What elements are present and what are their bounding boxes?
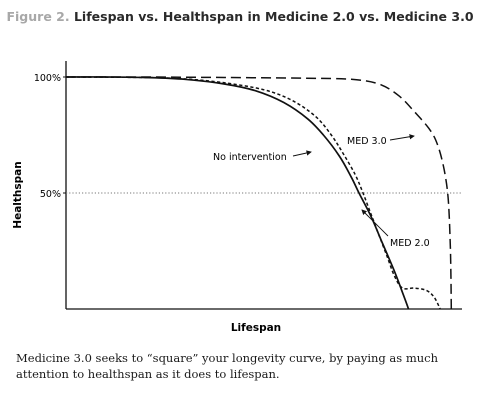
figure-caption: Medicine 3.0 seeks to “square” your long… <box>16 351 438 381</box>
x-axis-label: Lifespan <box>231 322 281 334</box>
annotation-arrow-no-intervention <box>292 150 312 157</box>
annotation-med-2-0: MED 2.0 <box>390 238 430 249</box>
chart: 100% 50% No intervention MED 3.0 MED 2.0 Li… <box>12 61 462 334</box>
series-line-med-2-0 <box>65 76 441 310</box>
figure-title: Figure 2. Lifespan vs. Healthspan in Med… <box>0 9 480 24</box>
y-ticks: 100% 50% <box>34 73 66 200</box>
y-tick-label-1: 50% <box>40 189 61 200</box>
y-axis-label: Healthspan <box>12 161 24 228</box>
annotations: No intervention MED 3.0 MED 2.0 <box>213 134 430 249</box>
annotation-no-intervention: No intervention <box>213 152 287 163</box>
y-tick-label-0: 100% <box>34 73 61 84</box>
axes <box>65 61 462 310</box>
series-lines <box>65 76 453 310</box>
annotation-med-3-0: MED 3.0 <box>347 136 387 147</box>
figure-title-text: Lifespan vs. Healthspan in Medicine 2.0 … <box>73 9 474 24</box>
annotation-arrow-med-2-0 <box>361 209 389 237</box>
annotation-arrow-med-3-0 <box>389 134 415 141</box>
figure-label: Figure 2. <box>6 9 70 24</box>
series-line-med-3-0 <box>65 76 453 310</box>
